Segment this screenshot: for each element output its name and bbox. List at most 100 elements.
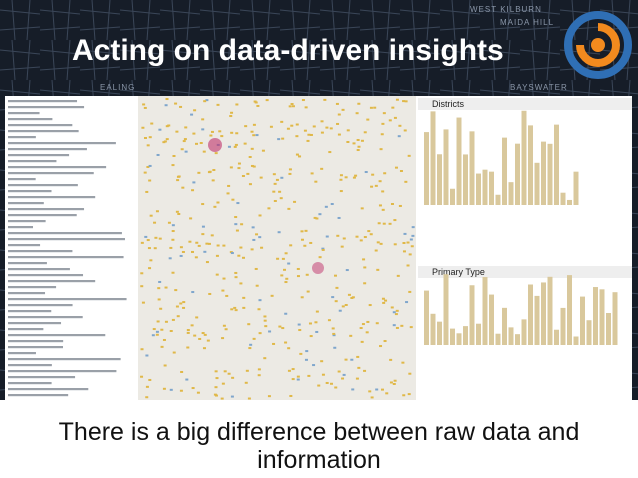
table-row-texture <box>8 370 117 373</box>
map-point <box>363 131 367 134</box>
map-point <box>156 153 160 156</box>
map-point <box>290 103 294 106</box>
map-point <box>176 315 180 318</box>
map-point <box>392 311 396 314</box>
map-point <box>248 183 252 186</box>
table-row-texture <box>8 316 83 319</box>
map-point <box>234 271 238 274</box>
bar-texture <box>443 129 449 205</box>
map-point <box>246 172 250 175</box>
map-point <box>352 176 356 179</box>
table-row-texture <box>8 250 73 253</box>
hotspot <box>312 262 324 274</box>
bar-texture <box>599 289 605 345</box>
map-point <box>376 268 380 271</box>
map-point <box>234 143 238 146</box>
table-row-texture <box>8 160 57 163</box>
map-point <box>189 217 193 220</box>
table-row-texture <box>8 256 124 259</box>
map-point <box>277 138 281 141</box>
map-point <box>367 230 371 233</box>
map-point <box>257 374 261 377</box>
table-row-texture <box>8 136 36 139</box>
map-point <box>355 235 359 238</box>
map-point <box>230 395 234 398</box>
map-point <box>368 390 372 393</box>
map-point <box>320 120 324 123</box>
map-point <box>342 373 346 376</box>
map-point <box>318 213 322 216</box>
map-point <box>380 388 384 391</box>
map-point <box>196 391 200 394</box>
map-point <box>394 313 398 316</box>
map-point <box>258 236 262 239</box>
map-point <box>149 259 153 262</box>
map-point <box>247 323 251 326</box>
map-point <box>241 256 245 259</box>
map-point <box>140 272 144 275</box>
map-point <box>360 207 364 210</box>
map-point <box>411 234 415 237</box>
map-point <box>149 214 153 217</box>
map-point <box>384 299 388 302</box>
map-point <box>275 178 279 181</box>
map-point <box>285 277 289 280</box>
map-point <box>159 307 163 310</box>
bar-texture <box>606 313 611 345</box>
map-point <box>313 216 317 219</box>
slide-title: Acting on data-driven insights <box>72 34 504 67</box>
map-point <box>148 179 152 182</box>
table-row-texture <box>8 130 79 133</box>
map-point <box>209 134 213 137</box>
map-point <box>250 130 254 133</box>
map-point <box>252 134 256 137</box>
map-point <box>267 395 271 398</box>
map-point <box>192 181 196 184</box>
map-point <box>273 199 277 202</box>
map-point <box>261 149 265 152</box>
map-point <box>308 322 312 325</box>
map-point <box>331 327 335 330</box>
map-point <box>408 372 412 375</box>
table-row-texture <box>8 346 64 349</box>
map-point <box>320 167 324 170</box>
map-point <box>257 368 261 371</box>
map-point <box>182 306 186 309</box>
map-point <box>370 185 374 188</box>
map-point <box>245 369 249 372</box>
map-point <box>359 239 363 242</box>
map-point <box>237 254 241 257</box>
bar-texture <box>430 313 436 345</box>
map-point <box>295 135 299 138</box>
bar-texture <box>508 182 514 205</box>
caption: information <box>257 446 381 474</box>
table-row-texture <box>8 142 116 145</box>
map-point <box>338 309 342 312</box>
table-row-texture <box>8 340 64 343</box>
map-label: WEST KILBURN <box>470 5 542 14</box>
map-point <box>169 329 173 332</box>
table-row-texture <box>8 148 87 151</box>
table-row-texture <box>8 118 53 121</box>
map-point <box>281 257 285 260</box>
table-row-texture <box>8 268 70 271</box>
map-point <box>155 330 159 333</box>
map-point <box>370 396 374 399</box>
bar-texture <box>612 292 618 345</box>
table-row-texture <box>8 202 44 205</box>
map-point <box>162 387 166 390</box>
map-point <box>363 369 367 372</box>
map-point <box>330 382 334 385</box>
map-point <box>337 216 341 219</box>
map-point <box>315 217 319 220</box>
table-row-texture <box>8 226 34 229</box>
map-point <box>255 134 259 137</box>
map-point <box>146 166 150 169</box>
map-point <box>395 309 399 312</box>
map-point <box>304 106 308 109</box>
map-point <box>179 246 183 249</box>
map-point <box>339 178 343 181</box>
table-row-texture <box>8 184 78 187</box>
map-point <box>278 190 282 193</box>
